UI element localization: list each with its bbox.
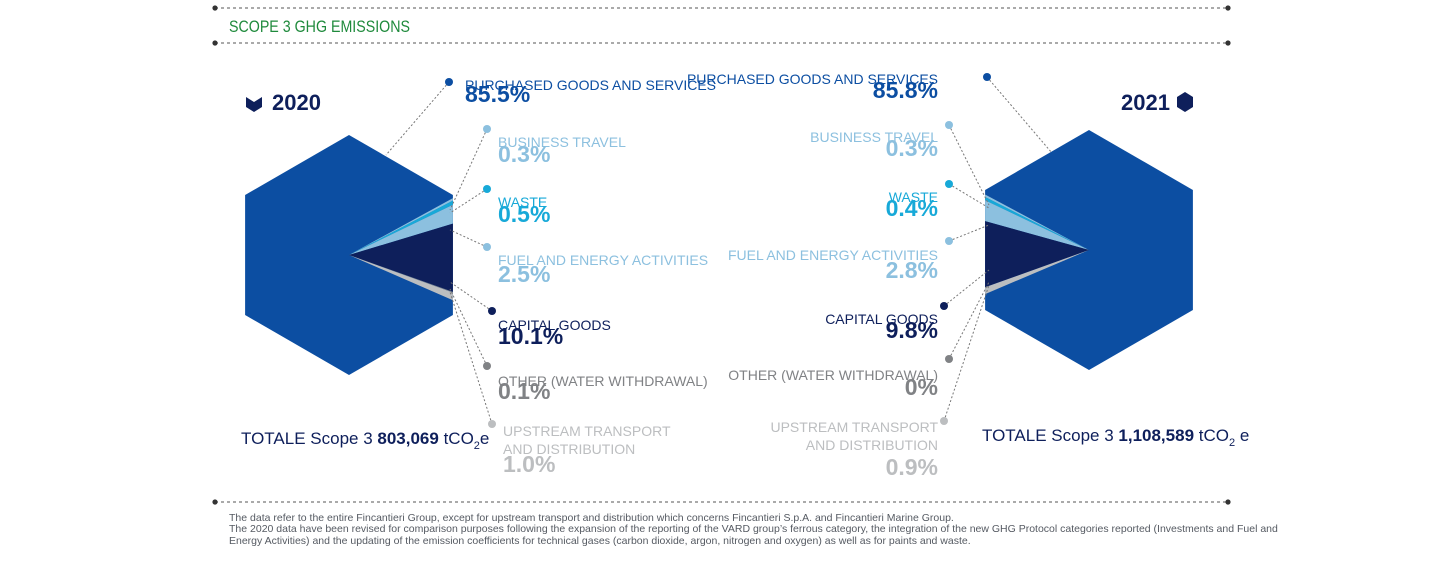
value-label-upstream-transport: 0.9% [886,454,938,480]
category-label-upstream-transport: UPSTREAM TRANSPORT AND DISTRIBUTION [503,423,671,457]
leader-line [385,81,450,156]
category-label-waste: WASTE [889,189,938,205]
footnote-line: The data refer to the entire Fincantieri… [229,512,954,524]
category-label-purchased-goods: PURCHASED GOODS AND SERVICES [465,77,716,93]
hexagon-icon [1177,92,1193,112]
category-label-waste: WASTE [498,194,547,210]
legend-dot [488,307,496,315]
category-label-other-water: OTHER (WATER WITHDRAWAL) [498,373,708,389]
leader-line [943,269,990,307]
value-label-purchased-goods: 85.8% [873,77,938,103]
value-label-waste: 0.4% [886,195,938,221]
category-label-capital-goods: CAPITAL GOODS [825,311,938,327]
slice-capital-goods [985,221,1089,288]
leader-line [948,224,990,242]
legend-dot [945,121,953,129]
legend-dot [483,243,491,251]
total-2021: TOTALE Scope 3 1,108,589 tCO2 e [982,426,1249,449]
hexagon-icon [246,97,262,112]
slice-waste [985,197,1089,250]
leader-line [449,229,488,248]
slice-capital-goods [349,223,453,292]
value-label-fuel-energy: 2.8% [886,257,938,283]
value-label-fuel-energy: 2.5% [498,261,550,287]
leader-line [449,291,493,425]
leader-line [948,281,990,360]
leader-line [449,288,488,367]
value-label-upstream-transport: 1.0% [503,451,555,477]
value-label-purchased-goods: 85.5% [465,81,530,107]
legend-dot [945,355,953,363]
legend-dot [483,185,491,193]
value-label-other-water: 0.1% [498,378,550,404]
leader-line [449,128,488,211]
leader-line [948,183,990,209]
leader-line [948,124,990,206]
leader-line [449,188,488,214]
footnote-line: The 2020 data have been revised for comp… [229,523,1278,547]
category-label-purchased-goods: PURCHASED GOODS AND SERVICES [687,71,938,87]
slice-upstream-transport [349,255,453,301]
year-label-2021: 2021 [1121,90,1170,115]
slice-waste [349,200,453,255]
leader-line [986,76,1053,154]
legend-dot [483,125,491,133]
hexagon-pie-2020 [245,135,453,375]
slice-business-travel [985,194,1089,250]
legend-dot [483,362,491,370]
category-label-upstream-transport: UPSTREAM TRANSPORT AND DISTRIBUTION [770,419,938,453]
category-label-fuel-energy: FUEL AND ENERGY ACTIVITIES [728,247,938,263]
title-divider [212,40,1231,46]
total-2020: TOTALE Scope 3 803,069 tCO2e [241,429,489,452]
legend-dot [488,420,496,428]
legend-dot [940,417,948,425]
leader-line [449,281,493,312]
value-label-waste: 0.5% [498,201,550,227]
slice-upstream-transport [985,250,1089,295]
legend-dot [983,73,991,81]
slice-fuel-energy [985,200,1089,250]
value-label-other-water: 0% [905,374,938,400]
page-title: SCOPE 3 GHG EMISSIONS [229,17,410,36]
hexagon-pie-2021 [985,130,1193,370]
leader-line [943,284,990,422]
value-label-business-travel: 0.3% [498,141,550,167]
value-label-capital-goods: 9.8% [886,317,938,343]
category-label-business-travel: BUSINESS TRAVEL [498,134,626,150]
category-label-capital-goods: CAPITAL GOODS [498,317,611,333]
year-label-2020: 2020 [272,90,321,115]
legend-dot [940,302,948,310]
legend-dot [945,180,953,188]
footnote: The data refer to the entire Fincantieri… [229,512,1299,547]
slice-other-water [349,255,453,293]
legend-dot [945,237,953,245]
slice-fuel-energy [349,204,453,255]
slice-business-travel [349,198,453,255]
category-label-other-water: OTHER (WATER WITHDRAWAL) [728,367,938,383]
bottom-divider [212,499,1231,505]
category-label-business-travel: BUSINESS TRAVEL [810,129,938,145]
category-label-fuel-energy: FUEL AND ENERGY ACTIVITIES [498,252,708,268]
top-divider [212,5,1231,11]
legend-dot [445,78,453,86]
value-label-capital-goods: 10.1% [498,323,563,349]
value-label-business-travel: 0.3% [886,135,938,161]
